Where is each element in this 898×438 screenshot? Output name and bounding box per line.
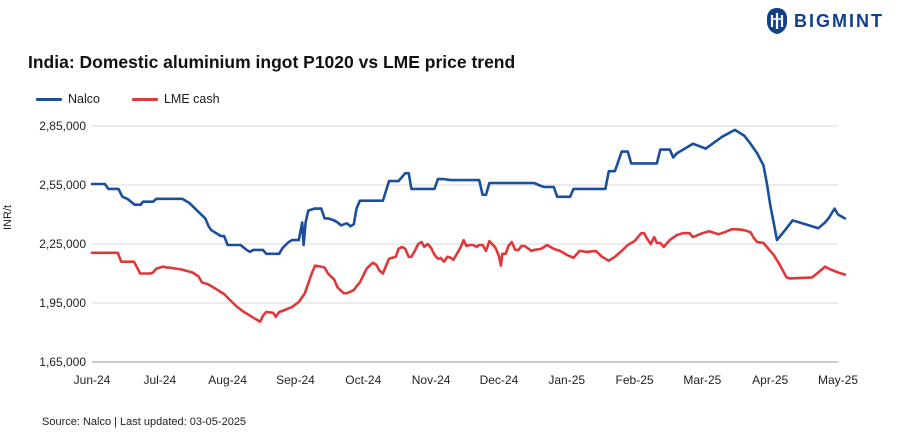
x-tick-label: Feb-25	[616, 373, 654, 387]
legend-swatch-lme-cash	[131, 97, 158, 101]
y-tick-label: 1,95,000	[39, 296, 86, 310]
legend-item-lme-cash: LME cash	[131, 92, 220, 106]
y-tick-label: 2,85,000	[39, 119, 86, 133]
series-line-nalco	[90, 128, 847, 256]
x-tick-label: Sep-24	[276, 373, 315, 387]
bigmint-logo-icon	[767, 8, 787, 34]
x-tick-label: Nov-24	[412, 373, 451, 387]
x-tick-label: Oct-24	[345, 373, 381, 387]
x-tick-label: Jul-24	[143, 373, 176, 387]
x-tick-label: Jan-25	[548, 373, 585, 387]
legend-item-nalco: Nalco	[36, 92, 100, 106]
legend-swatch-nalco	[36, 97, 62, 101]
y-tick-label: 2,25,000	[39, 237, 86, 251]
legend-label-lme-cash: LME cash	[163, 92, 220, 106]
x-tick-label: Aug-24	[208, 373, 247, 387]
legend-label-nalco: Nalco	[68, 92, 100, 106]
x-tick-label: May-25	[818, 373, 858, 387]
brand-name: BIGMINT	[794, 10, 884, 31]
x-tick-label: Jun-24	[74, 373, 111, 387]
chart-title: India: Domestic aluminium ingot P1020 vs…	[28, 52, 516, 72]
x-tick-label: Mar-25	[683, 373, 721, 387]
y-tick-label: 1,65,000	[39, 355, 86, 369]
x-tick-label: Apr-25	[752, 373, 788, 387]
x-tick-label: Dec-24	[480, 373, 519, 387]
y-tick-label: 2,55,000	[39, 178, 86, 192]
series-line-lme-cash	[90, 228, 847, 323]
chart-legend: Nalco LME cash	[36, 92, 220, 106]
brand-logo: BIGMINT	[766, 8, 884, 34]
source-note: Source: Nalco | Last updated: 03-05-2025	[42, 416, 247, 428]
